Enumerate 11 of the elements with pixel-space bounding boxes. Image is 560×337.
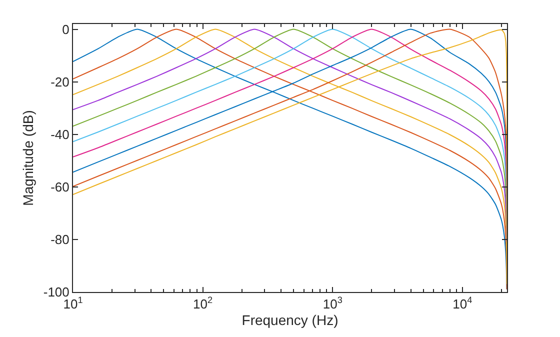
x-tick-label: 10$^{4}$ <box>452 295 472 312</box>
y-tick-label: -40 <box>50 126 70 142</box>
x-axis-title: Frequency (Hz) <box>242 312 338 328</box>
y-tick-label: -100 <box>43 284 70 300</box>
y-tick-label: 0 <box>62 22 70 37</box>
y-tick-label: -20 <box>50 74 70 90</box>
y-axis-title: Magnitude (dB) <box>20 110 36 206</box>
y-tick-label: -60 <box>50 179 70 194</box>
x-tick-label: 10$^{2}$ <box>193 295 213 312</box>
x-tick-label: 10$^{3}$ <box>322 295 342 312</box>
y-tick-label: -80 <box>50 232 70 247</box>
